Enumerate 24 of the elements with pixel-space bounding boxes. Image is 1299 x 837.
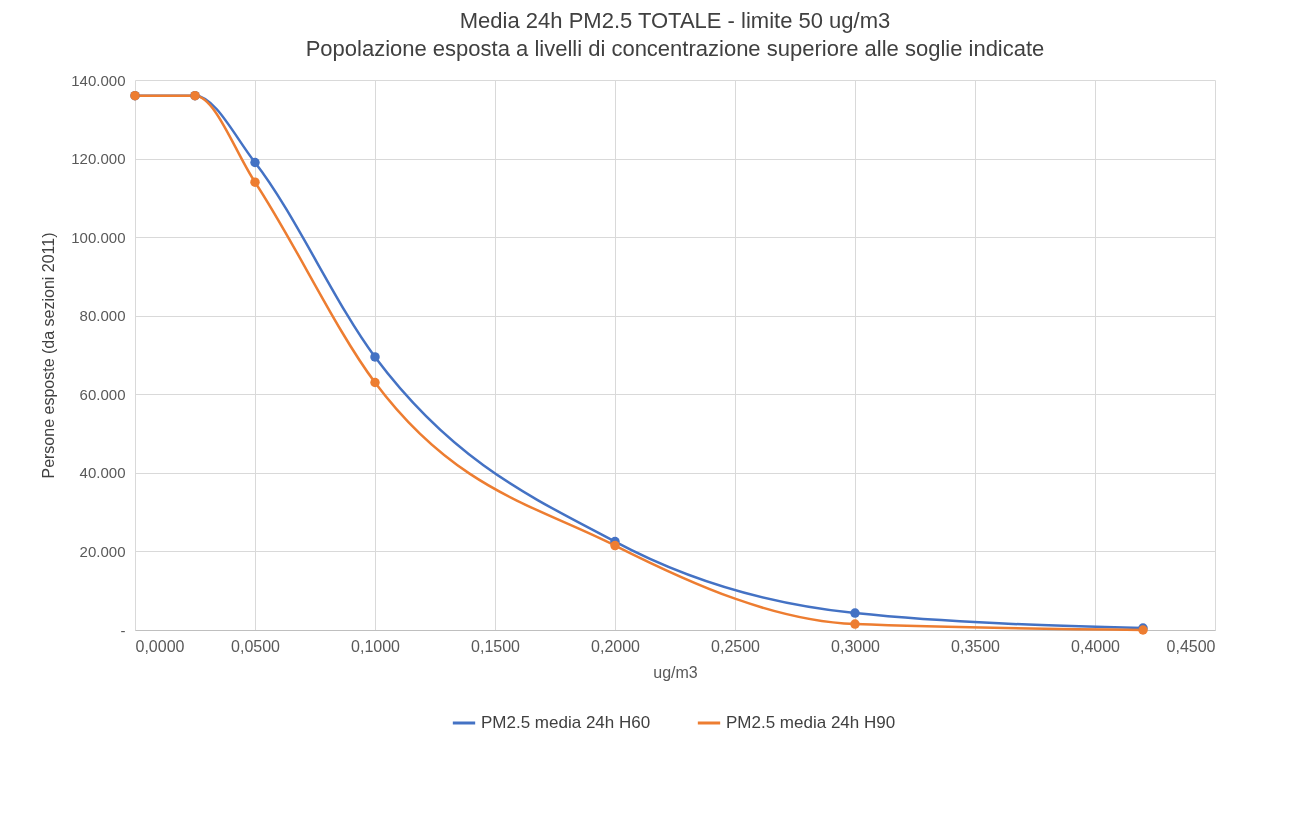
y-tick-label: 60.000 (79, 385, 126, 403)
x-tick-label: 0,2000 (591, 637, 641, 655)
x-tick-label: 0,3500 (951, 637, 1001, 655)
chart-subtitle: Popolazione esposta a livelli di concentrazione superiore alle soglie indicate (305, 36, 1045, 61)
y-tick-label: 140.000 (71, 71, 126, 89)
x-tick-label: 0,2500 (711, 637, 761, 655)
x-tick-label: 0,3000 (831, 637, 881, 655)
y-tick-label: 80.000 (79, 307, 126, 325)
x-tick-label: 0,0500 (231, 637, 281, 655)
y-tick-label: 20.000 (79, 542, 126, 560)
y-axis-title: Persone esposte (da sezioni 2011) (40, 232, 58, 479)
x-tick-label: 0,1000 (351, 637, 401, 655)
chart-title: Media 24h PM2.5 TOTALE - limite 50 ug/m3 (459, 8, 891, 33)
x-tick-label: 0,1500 (471, 637, 521, 655)
y-tick-label: - (120, 621, 126, 639)
y-tick-label: 100.000 (71, 228, 126, 246)
x-axis-title: ug/m3 (653, 663, 698, 681)
y-tick-label: 120.000 (71, 150, 126, 168)
legend-label: PM2.5 media 24h H90 (726, 713, 896, 732)
x-tick-label: 0,4500 (1166, 637, 1216, 655)
y-tick-label: 40.000 (79, 464, 126, 482)
legend-label: PM2.5 media 24h H60 (481, 713, 651, 732)
x-tick-label: 0,0000 (135, 637, 185, 655)
x-tick-label: 0,4000 (1071, 637, 1121, 655)
